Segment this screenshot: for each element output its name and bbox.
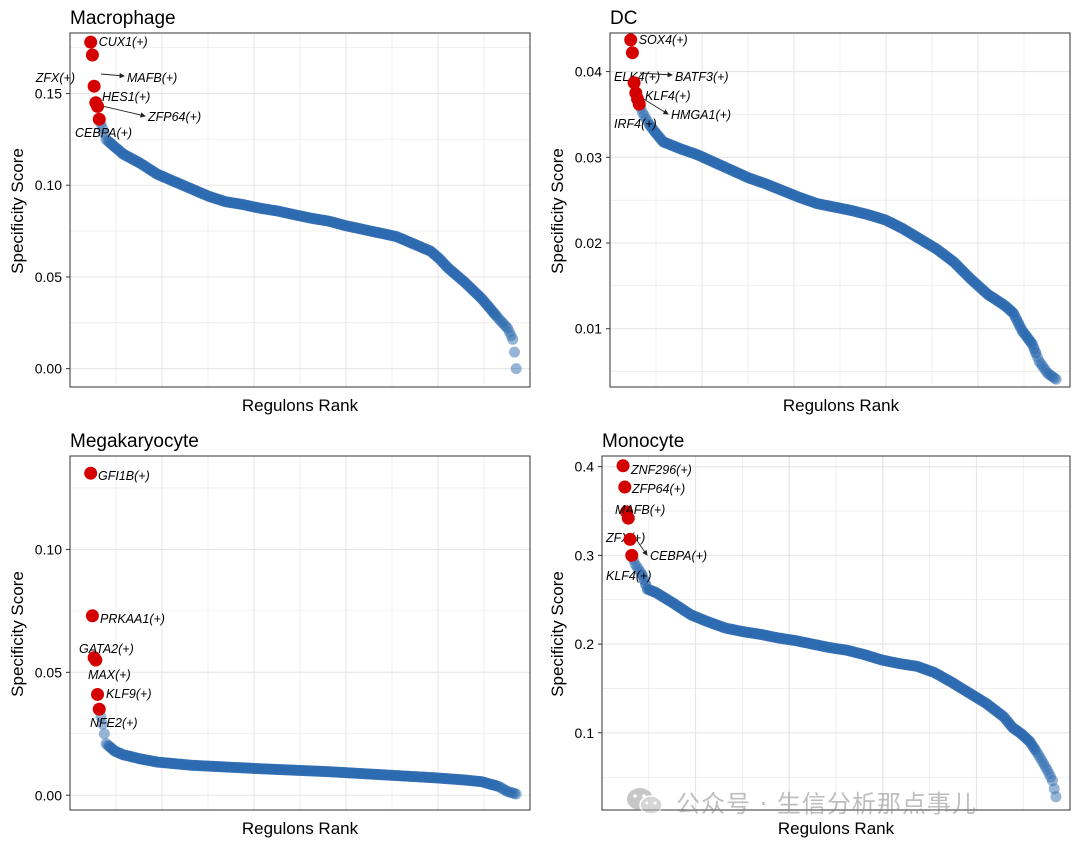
highlighted-regulon-point	[92, 702, 106, 716]
y-axis-title: Specificity Score	[548, 571, 567, 697]
plot-border	[601, 455, 1071, 811]
regulon-label: MAX(+)	[88, 668, 131, 682]
panel-title: DC	[610, 8, 637, 29]
highlighted-regulon-point	[624, 33, 638, 47]
y-tick-label: 0.00	[35, 361, 62, 377]
highlighted-regulon-point	[87, 79, 101, 93]
wechat-icon	[626, 786, 664, 816]
regulon-label: NFE2(+)	[90, 716, 138, 730]
label-arrow	[639, 72, 673, 78]
highlighted-regulon-point	[616, 459, 630, 473]
regulon-point	[507, 333, 519, 345]
highlighted-regulon-point	[89, 653, 103, 667]
regulon-label: ZFP64(+)	[631, 482, 685, 496]
panel-title: Megakaryocyte	[70, 431, 199, 452]
panel-dc: DC Regulons Rank Specificity Score 0.01 0…	[548, 8, 1071, 415]
regulon-label: ZNF296(+)	[630, 463, 692, 477]
panel-title: Macrophage	[70, 8, 176, 29]
regulon-label: KLF4(+)	[645, 89, 691, 103]
plot-area: 0.00 0.05 0.10 0.15 CUX1(+) ZFX(+) MAFB(+) HES1…	[35, 32, 531, 388]
x-axis-title: Regulons Rank	[778, 819, 895, 838]
highlighted-regulon-point	[91, 687, 105, 701]
x-axis-title: Regulons Rank	[242, 819, 359, 838]
regulon-label: HES1(+)	[102, 90, 150, 104]
y-tick-label: 0.4	[575, 459, 595, 475]
highlighted-regulon-point	[85, 48, 99, 62]
watermark-text: 公众号 · 生信分析那点事儿	[676, 789, 977, 818]
y-tick-label: 0.10	[35, 541, 62, 557]
regulon-label: KLF9(+)	[106, 687, 152, 701]
highlighted-regulon-point	[621, 511, 635, 525]
highlighted-regulon-point	[84, 466, 98, 480]
regulon-point	[98, 728, 110, 740]
panel-title: Monocyte	[602, 431, 684, 452]
highlighted-regulon-point	[618, 480, 632, 494]
x-axis-title: Regulons Rank	[242, 396, 359, 415]
y-tick-label: 0.01	[575, 321, 602, 337]
regulon-label: IRF4(+)	[614, 117, 657, 131]
watermark: 公众号 · 生信分析那点事儿	[626, 781, 1066, 821]
highlighted-regulon-point	[92, 112, 106, 126]
y-tick-label: 0.1	[575, 725, 595, 741]
regulon-point	[510, 788, 522, 800]
y-tick-label: 0.05	[35, 664, 62, 680]
regulon-point	[1050, 373, 1062, 385]
highlighted-regulon-point	[627, 76, 641, 90]
label-arrow	[635, 539, 648, 556]
regulon-label: ZFX(+)	[35, 71, 75, 85]
plot-area: 0.10.20.30.4ZNF296(+)ZFP64(+)MAFB(+)ZFX(…	[575, 455, 1071, 811]
regulon-label: GATA2(+)	[79, 642, 134, 656]
regulon-label: CEBPA(+)	[650, 549, 707, 563]
y-tick-label: 0.2	[575, 636, 595, 652]
panel-monocyte: Monocyte Regulons Rank Specificity Score…	[548, 431, 1071, 838]
regulon-label: SOX4(+)	[639, 33, 688, 47]
y-tick-label: 0.10	[35, 177, 62, 193]
highlighted-regulon-point	[91, 99, 105, 113]
regulon-point	[1050, 791, 1062, 803]
y-tick-label: 0.04	[575, 64, 602, 80]
y-tick-label: 0.05	[35, 269, 62, 285]
highlighted-regulon-point	[625, 548, 639, 562]
highlighted-regulon-point	[85, 609, 99, 623]
regulon-point	[510, 363, 522, 375]
plot-border	[609, 32, 1071, 388]
highlighted-regulon-point	[632, 97, 646, 111]
highlighted-regulon-point	[623, 532, 637, 546]
regulon-label: PRKAA1(+)	[100, 612, 165, 626]
label-arrow	[643, 98, 669, 115]
regulon-point	[97, 718, 109, 730]
regulon-point	[508, 346, 520, 358]
y-axis-title: Specificity Score	[8, 148, 27, 274]
y-tick-label: 0.3	[575, 547, 595, 563]
y-tick-label: 0.15	[35, 86, 62, 102]
regulon-label: CUX1(+)	[99, 35, 148, 49]
plot-border	[69, 455, 531, 811]
y-tick-label: 0.02	[575, 235, 602, 251]
regulon-label: HMGA1(+)	[671, 108, 731, 122]
regulon-label: KLF4(+)	[606, 569, 652, 583]
plot-border	[69, 32, 531, 388]
panel-megakaryocyte: Megakaryocyte Regulons Rank Specificity …	[8, 431, 531, 838]
y-axis-title: Specificity Score	[8, 571, 27, 697]
regulon-label: ZFP64(+)	[147, 110, 201, 124]
highlighted-regulon-point	[625, 46, 639, 60]
y-tick-label: 0.00	[35, 787, 62, 803]
regulon-label: CEBPA(+)	[75, 126, 132, 140]
regulon-label: GFI1B(+)	[98, 469, 150, 483]
y-axis-title: Specificity Score	[548, 148, 567, 274]
x-axis-title: Regulons Rank	[783, 396, 900, 415]
label-arrow	[100, 72, 125, 79]
plot-area: 0.010.020.030.04SOX4(+)ELK4(+)BATF3(+)KL…	[575, 32, 1071, 388]
plot-area: 0.00 0.05 0.10 GFI1B(+) PRKAA1(+) GATA2(+) MAX…	[35, 455, 531, 811]
regulon-label: MAFB(+)	[127, 71, 177, 85]
highlighted-regulon-point	[84, 35, 98, 49]
label-arrow	[103, 105, 146, 118]
y-tick-label: 0.03	[575, 149, 602, 165]
regulon-label: MAFB(+)	[615, 503, 665, 517]
panel-macrophage: Macrophage Regulons Rank Specificity Sco…	[8, 8, 531, 415]
regulon-label: BATF3(+)	[675, 70, 729, 84]
